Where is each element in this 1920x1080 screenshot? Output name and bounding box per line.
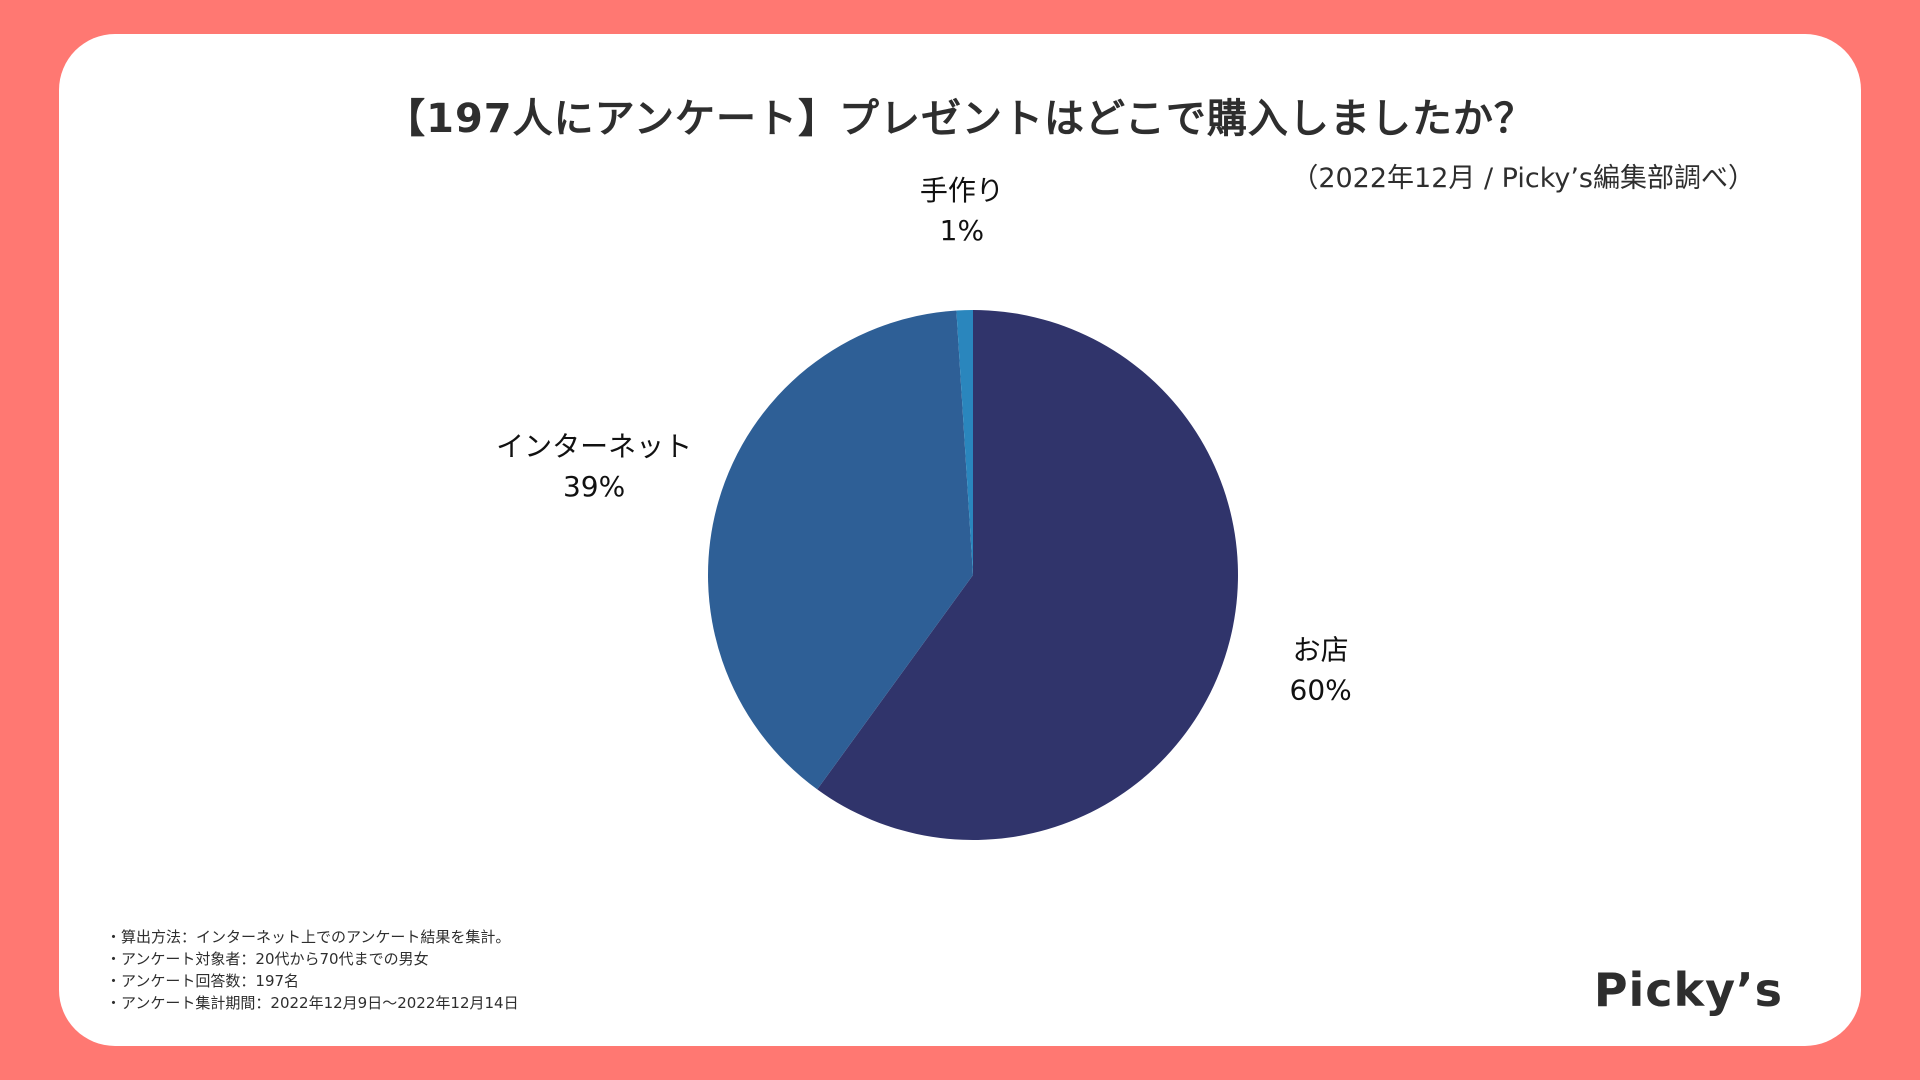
note-period: アンケート集計期間：2022年12月9日〜2022年12月14日 bbox=[106, 992, 519, 1014]
pie-slice-0 bbox=[817, 310, 1238, 840]
chart-card: 【197人にアンケート】プレゼントはどこで購入しましたか？ （2022年12月 … bbox=[59, 34, 1861, 1046]
slice-label-1: インターネット bbox=[496, 430, 692, 463]
slice-value-1: 39% bbox=[563, 470, 625, 503]
note-method: 算出方法：インターネット上でのアンケート結果を集計。 bbox=[106, 926, 519, 948]
slice-value-0: 60% bbox=[1290, 674, 1352, 707]
chart-subtitle: （2022年12月 / Picky’s編集部調べ） bbox=[1291, 163, 1755, 194]
brand-logo: Picky’s bbox=[1593, 963, 1783, 1017]
slice-label-0: お店 bbox=[1293, 634, 1349, 667]
survey-notes: 算出方法：インターネット上でのアンケート結果を集計。 アンケート対象者：20代か… bbox=[106, 926, 519, 1014]
note-count: アンケート回答数：197名 bbox=[106, 970, 519, 992]
slice-value-2: 1% bbox=[940, 214, 984, 247]
note-target: アンケート対象者：20代から70代までの男女 bbox=[106, 948, 519, 970]
chart-title: 【197人にアンケート】プレゼントはどこで購入しましたか？ bbox=[385, 96, 1535, 142]
slice-label-2: 手作り bbox=[920, 174, 1004, 207]
pie-chart: お店 60% インターネット 39% 手作り 1% bbox=[496, 174, 1352, 840]
pie-labels: お店 60% インターネット 39% 手作り 1% bbox=[496, 174, 1352, 707]
pie-slice-2 bbox=[956, 310, 973, 575]
pie-slices bbox=[707, 310, 1238, 840]
pie-slice-1 bbox=[707, 310, 973, 790]
